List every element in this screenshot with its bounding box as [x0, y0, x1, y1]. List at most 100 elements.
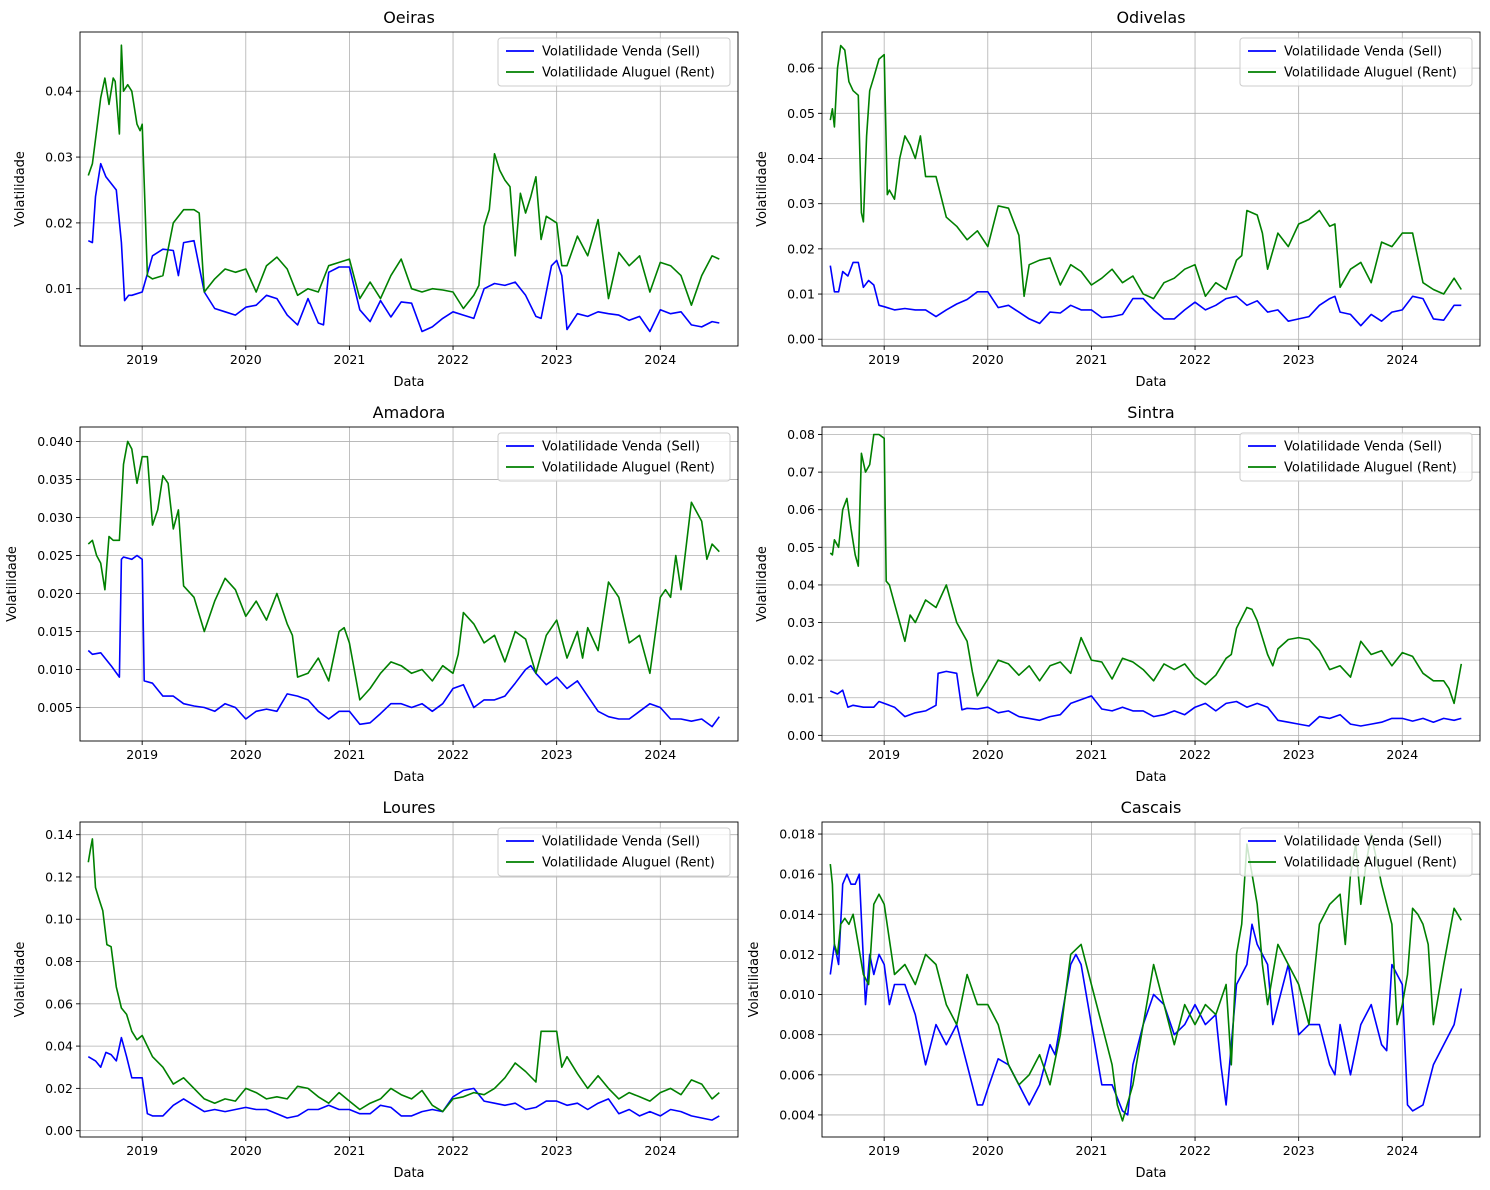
chart-title: Cascais	[1121, 798, 1182, 817]
series-line-rent	[829, 44, 1462, 300]
x-tick-label: 2024	[1386, 352, 1418, 367]
axes-frame	[79, 426, 739, 742]
axes-frame	[821, 821, 1481, 1138]
legend-entry: Volatilidade Venda (Sell)	[1284, 440, 1442, 455]
y-tick-label: 0.010	[37, 662, 73, 677]
legend-box	[497, 827, 731, 877]
axes-frame	[79, 31, 739, 347]
x-tick-label: 2019	[868, 352, 900, 367]
x-tick-label: 2020	[230, 1143, 262, 1158]
x-tick-label: 2019	[126, 747, 158, 762]
chart-title: Odivelas	[1116, 8, 1185, 27]
x-tick-label: 2024	[1386, 747, 1418, 762]
series-line-rent	[87, 838, 720, 1113]
x-tick-label: 2019	[868, 747, 900, 762]
series-line-sell	[87, 162, 720, 333]
y-tick-label: 0.015	[37, 624, 73, 639]
x-axis-label: Data	[1135, 770, 1166, 785]
series-line-sell	[829, 261, 1462, 327]
legend: Volatilidade Venda (Sell) Volatilidade Al…	[497, 432, 731, 482]
legend-entry: Volatilidade Venda (Sell)	[542, 835, 700, 850]
y-tick-label: 0.020	[37, 586, 73, 601]
y-tick-label: 0.010	[779, 987, 815, 1002]
legend-box	[497, 37, 731, 87]
x-tick-label: 2020	[230, 352, 262, 367]
x-tick-label: 2023	[541, 747, 573, 762]
chart-title: Sintra	[1127, 403, 1174, 422]
x-tick-label: 2023	[541, 1143, 573, 1158]
legend-box	[1239, 37, 1473, 87]
x-tick-label: 2023	[541, 352, 573, 367]
y-tick-label: 0.03	[787, 196, 815, 211]
axes-frame	[821, 31, 1481, 347]
x-axis-label: Data	[393, 770, 424, 785]
legend: Volatilidade Venda (Sell) Volatilidade Al…	[1239, 432, 1473, 482]
x-tick-label: 2021	[334, 747, 366, 762]
y-axis-label: Volatilidade	[13, 942, 28, 1018]
y-tick-label: 0.040	[37, 434, 73, 449]
x-tick-label: 2022	[437, 352, 469, 367]
y-tick-label: 0.02	[45, 1081, 73, 1096]
y-tick-label: 0.05	[787, 106, 815, 121]
series-line-rent	[87, 44, 720, 310]
axes-frame	[79, 821, 739, 1138]
y-tick-label: 0.02	[787, 241, 815, 256]
legend-entry: Volatilidade Venda (Sell)	[542, 440, 700, 455]
y-axis-label: Volatilidade	[755, 151, 770, 227]
y-tick-label: 0.035	[37, 472, 73, 487]
chart-title: Oeiras	[383, 8, 435, 27]
x-axis-label: Data	[1135, 1166, 1166, 1181]
x-tick-label: 2019	[126, 1143, 158, 1158]
y-tick-label: 0.04	[45, 84, 73, 99]
legend-entry: Volatilidade Aluguel (Rent)	[542, 461, 715, 476]
x-tick-label: 2021	[334, 1143, 366, 1158]
x-tick-label: 2024	[644, 747, 676, 762]
x-axis-label: Data	[1135, 375, 1166, 390]
legend-entry: Volatilidade Aluguel (Rent)	[542, 66, 715, 81]
y-axis-label: Volatilidade	[747, 942, 762, 1018]
legend: Volatilidade Venda (Sell) Volatilidade Al…	[497, 827, 731, 877]
x-tick-label: 2022	[1179, 747, 1211, 762]
y-tick-label: 0.00	[787, 728, 815, 743]
y-tick-label: 0.06	[45, 996, 73, 1011]
y-tick-label: 0.016	[779, 867, 815, 882]
x-tick-label: 2023	[1283, 747, 1315, 762]
y-tick-label: 0.025	[37, 548, 73, 563]
x-tick-label: 2024	[644, 1143, 676, 1158]
y-tick-label: 0.06	[787, 61, 815, 76]
y-tick-label: 0.004	[779, 1107, 815, 1122]
x-axis-label: Data	[393, 375, 424, 390]
legend-entry: Volatilidade Aluguel (Rent)	[542, 856, 715, 871]
x-tick-label: 2020	[972, 747, 1004, 762]
series-line-sell	[829, 670, 1462, 727]
y-tick-label: 0.02	[787, 653, 815, 668]
y-tick-label: 0.014	[779, 907, 815, 922]
subplot-odivelas: 2019 2020 2021 2022 2023 2024 0.00 0.01 0.02 0.03…	[755, 8, 1481, 390]
legend-box	[497, 432, 731, 482]
legend-box	[1239, 827, 1473, 877]
subplot-oeiras: 2019 2020 2021 2022 2023 2024 0.01 0.02 0.03 0.04…	[13, 8, 739, 390]
x-tick-label: 2024	[644, 352, 676, 367]
x-tick-label: 2023	[1283, 352, 1315, 367]
x-tick-label: 2021	[334, 352, 366, 367]
y-tick-label: 0.01	[787, 690, 815, 705]
subplot-loures: 2019 2020 2021 2022 2023 2024 0.00 0.02 0.04 0.06…	[13, 798, 739, 1181]
y-tick-label: 0.01	[787, 287, 815, 302]
y-tick-label: 0.030	[37, 510, 73, 525]
x-tick-label: 2021	[1076, 1143, 1108, 1158]
y-tick-label: 0.06	[787, 502, 815, 517]
y-tick-label: 0.00	[45, 1123, 73, 1138]
y-tick-label: 0.12	[45, 869, 73, 884]
y-tick-label: 0.02	[45, 215, 73, 230]
y-tick-label: 0.03	[787, 615, 815, 630]
y-tick-label: 0.00	[787, 332, 815, 347]
y-tick-label: 0.05	[787, 540, 815, 555]
legend-entry: Volatilidade Aluguel (Rent)	[1284, 66, 1457, 81]
legend: Volatilidade Venda (Sell) Volatilidade Al…	[497, 37, 731, 87]
series-line-sell	[87, 554, 720, 728]
y-tick-label: 0.012	[779, 947, 815, 962]
y-tick-label: 0.04	[787, 151, 815, 166]
series-line-rent	[829, 833, 1462, 1122]
subplot-cascais: 2019 2020 2021 2022 2023 2024 0.004 0.006 0.008 0…	[747, 798, 1481, 1181]
y-tick-label: 0.08	[45, 954, 73, 969]
